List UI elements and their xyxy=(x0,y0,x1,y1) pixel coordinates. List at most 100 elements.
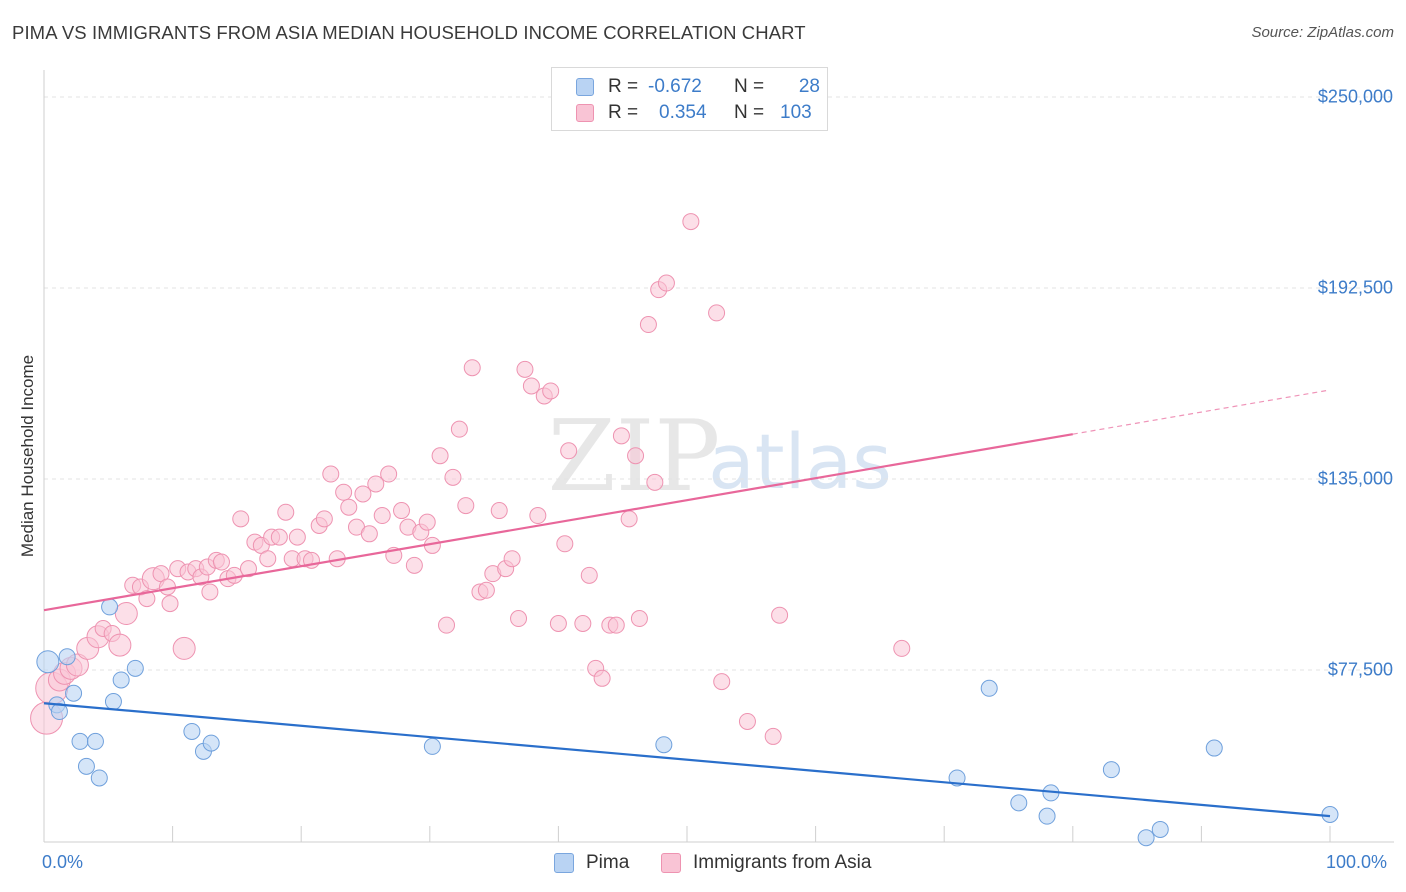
pima-point xyxy=(90,769,108,787)
pima-points xyxy=(36,598,1339,847)
pima-point xyxy=(112,671,130,689)
pima-point xyxy=(65,684,83,702)
asia-point xyxy=(612,427,630,445)
asia-point xyxy=(201,583,219,601)
grid-lines xyxy=(44,96,1394,671)
pima-r-value: -0.672 xyxy=(648,76,702,97)
asia-point xyxy=(431,447,449,465)
asia-point xyxy=(682,213,700,231)
asia-point xyxy=(354,485,372,503)
pima-trend-line xyxy=(43,702,1331,818)
y-tick-label-192500: $192,500 xyxy=(1317,277,1393,298)
asia-point xyxy=(490,502,508,520)
asia-point xyxy=(574,614,592,632)
asia-point xyxy=(708,304,726,322)
pima-n-value: 28 xyxy=(798,76,820,97)
asia-r-value: 0.354 xyxy=(659,102,707,123)
asia-point xyxy=(108,633,132,657)
pima-point xyxy=(101,598,119,616)
asia-point xyxy=(627,447,645,465)
asia-point xyxy=(771,606,789,624)
asia-point xyxy=(560,442,578,460)
legend-item-asia: Immigrants from Asia xyxy=(661,852,871,874)
asia-point xyxy=(516,360,534,378)
pima-n-label: N = xyxy=(734,76,765,97)
asia-point xyxy=(158,578,176,596)
chart-title: PIMA VS IMMIGRANTS FROM ASIA MEDIAN HOUS… xyxy=(12,22,806,43)
asia-point xyxy=(549,614,567,632)
pima-point xyxy=(1137,829,1155,847)
legend-row-pima: R = -0.672 N = 28 xyxy=(576,75,820,99)
pima-point xyxy=(423,737,441,755)
asia-point xyxy=(161,595,179,613)
asia-point xyxy=(522,377,540,395)
asia-point xyxy=(367,475,385,493)
asia-swatch xyxy=(576,104,594,122)
source-label: Source: ZipAtlas.com xyxy=(1251,24,1394,41)
asia-point xyxy=(322,465,340,483)
x-tick-label-max: 100.0% xyxy=(1326,852,1388,872)
asia-point xyxy=(438,616,456,634)
asia-point xyxy=(335,483,353,501)
x-tick-label-min: 0.0% xyxy=(42,852,84,872)
y-tick-label-135000: $135,000 xyxy=(1317,468,1393,489)
asia-point xyxy=(529,507,547,525)
asia-point xyxy=(114,602,138,626)
asia-point xyxy=(288,528,306,546)
asia-point xyxy=(646,473,664,491)
pima-point xyxy=(1102,761,1120,779)
asia-point xyxy=(444,468,462,486)
asia-point xyxy=(239,560,257,578)
asia-point xyxy=(225,566,243,584)
pima-point xyxy=(1205,739,1223,757)
asia-point xyxy=(457,497,475,515)
y-tick-label-77500: $77,500 xyxy=(1327,659,1393,680)
legend-row-asia: R = 0.354 N = 103 xyxy=(576,101,820,125)
pima-point xyxy=(58,648,76,666)
asia-point xyxy=(639,316,657,334)
asia-point xyxy=(893,639,911,657)
pima-point xyxy=(77,757,95,775)
correlation-legend: R = -0.672 N = 28 R = 0.354 N = 103 xyxy=(551,67,828,131)
asia-point xyxy=(360,525,378,543)
asia-point xyxy=(373,507,391,525)
x-tick-marks xyxy=(43,826,1331,842)
asia-point xyxy=(380,465,398,483)
asia-point xyxy=(393,502,411,520)
asia-point xyxy=(764,727,782,745)
asia-point xyxy=(259,550,277,568)
pima-point xyxy=(183,722,201,740)
asia-trend-extension xyxy=(1072,389,1331,435)
asia-r-label: R = xyxy=(608,102,639,123)
asia-point xyxy=(580,566,598,584)
legend-pima-swatch xyxy=(554,853,574,873)
asia-point xyxy=(477,581,495,599)
asia-point xyxy=(630,610,648,628)
legend-asia-label: Immigrants from Asia xyxy=(693,852,872,873)
pima-swatch xyxy=(576,78,594,96)
asia-trend-line xyxy=(43,433,1073,612)
asia-point xyxy=(450,420,468,438)
pima-point xyxy=(655,736,673,754)
pima-point xyxy=(104,693,122,711)
asia-point xyxy=(620,510,638,528)
trend-lines xyxy=(43,389,1331,818)
y-tick-label-250000: $250,000 xyxy=(1317,86,1393,107)
pima-r-label: R = xyxy=(608,76,639,97)
asia-point xyxy=(713,673,731,691)
pima-point xyxy=(71,732,89,750)
asia-points xyxy=(30,213,911,745)
pima-point xyxy=(202,734,220,752)
asia-point xyxy=(556,535,574,553)
asia-point xyxy=(270,528,288,546)
asia-point xyxy=(405,556,423,574)
pima-point xyxy=(980,679,998,697)
series-legend: Pima Immigrants from Asia xyxy=(0,852,1406,876)
asia-n-label: N = xyxy=(734,102,765,123)
asia-point xyxy=(340,498,358,516)
asia-point xyxy=(738,712,756,730)
asia-point xyxy=(463,359,481,377)
watermark: ZIP atlas xyxy=(548,400,892,514)
asia-point xyxy=(138,590,156,608)
